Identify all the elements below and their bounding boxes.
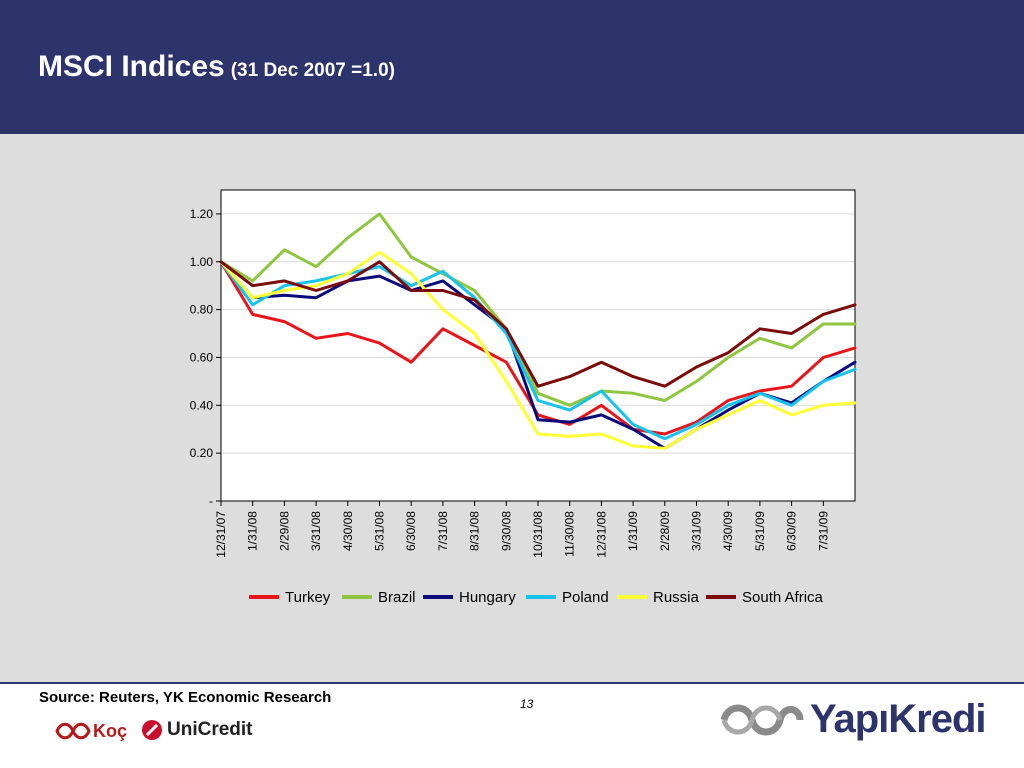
legend-label: South Africa bbox=[742, 589, 824, 606]
slide-title: MSCI Indices (31 Dec 2007 =1.0) bbox=[38, 50, 395, 84]
series-line-brazil bbox=[219, 212, 857, 407]
x-tick-label: 6/30/08 bbox=[404, 511, 418, 551]
source-note: Source: Reuters, YK Economic Research bbox=[39, 689, 332, 706]
unicredit-logo-text: UniCredit bbox=[167, 719, 253, 740]
footer-separator bbox=[0, 682, 1024, 684]
x-tick-label: 6/30/09 bbox=[785, 511, 799, 551]
series-line-poland bbox=[219, 260, 857, 441]
unicredit-logo: UniCredit bbox=[141, 719, 253, 741]
chart-axes: - 0.20 0.40 0.60 0.80 1.00 1.20 12/31/07 1/31/08… bbox=[190, 207, 831, 558]
legend-label: Russia bbox=[653, 589, 700, 606]
x-tick-label: 7/31/08 bbox=[436, 511, 450, 551]
yapikredi-emblem-icon bbox=[720, 704, 804, 735]
y-tick-label: 0.20 bbox=[190, 446, 214, 460]
x-tick-label: 9/30/08 bbox=[499, 511, 513, 551]
page-number: 13 bbox=[520, 697, 534, 711]
chart-series bbox=[219, 212, 857, 450]
slide-subtitle: (31 Dec 2007 =1.0) bbox=[230, 60, 395, 81]
x-tick-label: 11/30/08 bbox=[563, 511, 577, 557]
series-line-russia bbox=[219, 250, 857, 450]
series-line-turkey bbox=[219, 260, 857, 436]
x-tick-label: 5/31/09 bbox=[753, 511, 767, 551]
chart-grid bbox=[221, 190, 855, 501]
title-bar: MSCI Indices (31 Dec 2007 =1.0) bbox=[0, 0, 1024, 134]
unicredit-emblem-icon bbox=[142, 720, 162, 740]
y-tick-label: 0.80 bbox=[190, 303, 214, 317]
y-tick-label: 1.20 bbox=[190, 207, 214, 221]
x-tick-label: 4/30/08 bbox=[341, 511, 355, 551]
x-tick-label: 3/31/08 bbox=[309, 511, 323, 551]
koc-logo: Koç bbox=[55, 720, 127, 742]
y-tick-label: 1.00 bbox=[190, 255, 214, 269]
y-tick-label: 0.60 bbox=[190, 350, 214, 364]
x-tick-label: 4/30/09 bbox=[721, 511, 735, 551]
legend-label: Hungary bbox=[459, 589, 516, 606]
x-tick-label: 2/28/09 bbox=[658, 511, 672, 551]
koc-emblem-icon bbox=[55, 722, 91, 740]
x-tick-label: 7/31/09 bbox=[816, 511, 830, 551]
series-line-south-africa bbox=[219, 260, 857, 388]
x-tick-label: 2/29/08 bbox=[277, 511, 291, 551]
koc-logo-text: Koç bbox=[93, 720, 128, 741]
msci-chart: - 0.20 0.40 0.60 0.80 1.00 1.20 12/31/07 1/31/08… bbox=[190, 189, 857, 606]
legend-label: Brazil bbox=[378, 589, 416, 606]
x-tick-label: 8/31/08 bbox=[468, 511, 482, 551]
legend-label: Poland bbox=[562, 589, 609, 606]
x-tick-label: 1/31/08 bbox=[246, 511, 260, 551]
y-tick-label: - bbox=[209, 494, 213, 508]
x-tick-label: 5/31/08 bbox=[373, 511, 387, 551]
x-tick-label: 12/31/08 bbox=[594, 511, 608, 558]
y-tick-label: 0.40 bbox=[190, 398, 214, 412]
x-tick-label: 12/31/07 bbox=[214, 511, 228, 558]
yapikredi-logo-text: YapıKredi bbox=[810, 697, 987, 741]
legend-label: Turkey bbox=[285, 589, 331, 606]
x-tick-label: 3/31/09 bbox=[690, 511, 704, 551]
yapikredi-logo: YapıKredi bbox=[718, 697, 987, 742]
chart-legend: Turkey Brazil Hungary Poland Russia South Afr… bbox=[249, 589, 824, 606]
slide-title-main: MSCI Indices bbox=[38, 50, 225, 83]
x-tick-label: 10/31/08 bbox=[531, 511, 545, 558]
content-area: - 0.20 0.40 0.60 0.80 1.00 1.20 12/31/07 1/31/08… bbox=[0, 134, 1024, 682]
plot-area bbox=[221, 190, 855, 501]
x-tick-label: 1/31/09 bbox=[626, 511, 640, 551]
